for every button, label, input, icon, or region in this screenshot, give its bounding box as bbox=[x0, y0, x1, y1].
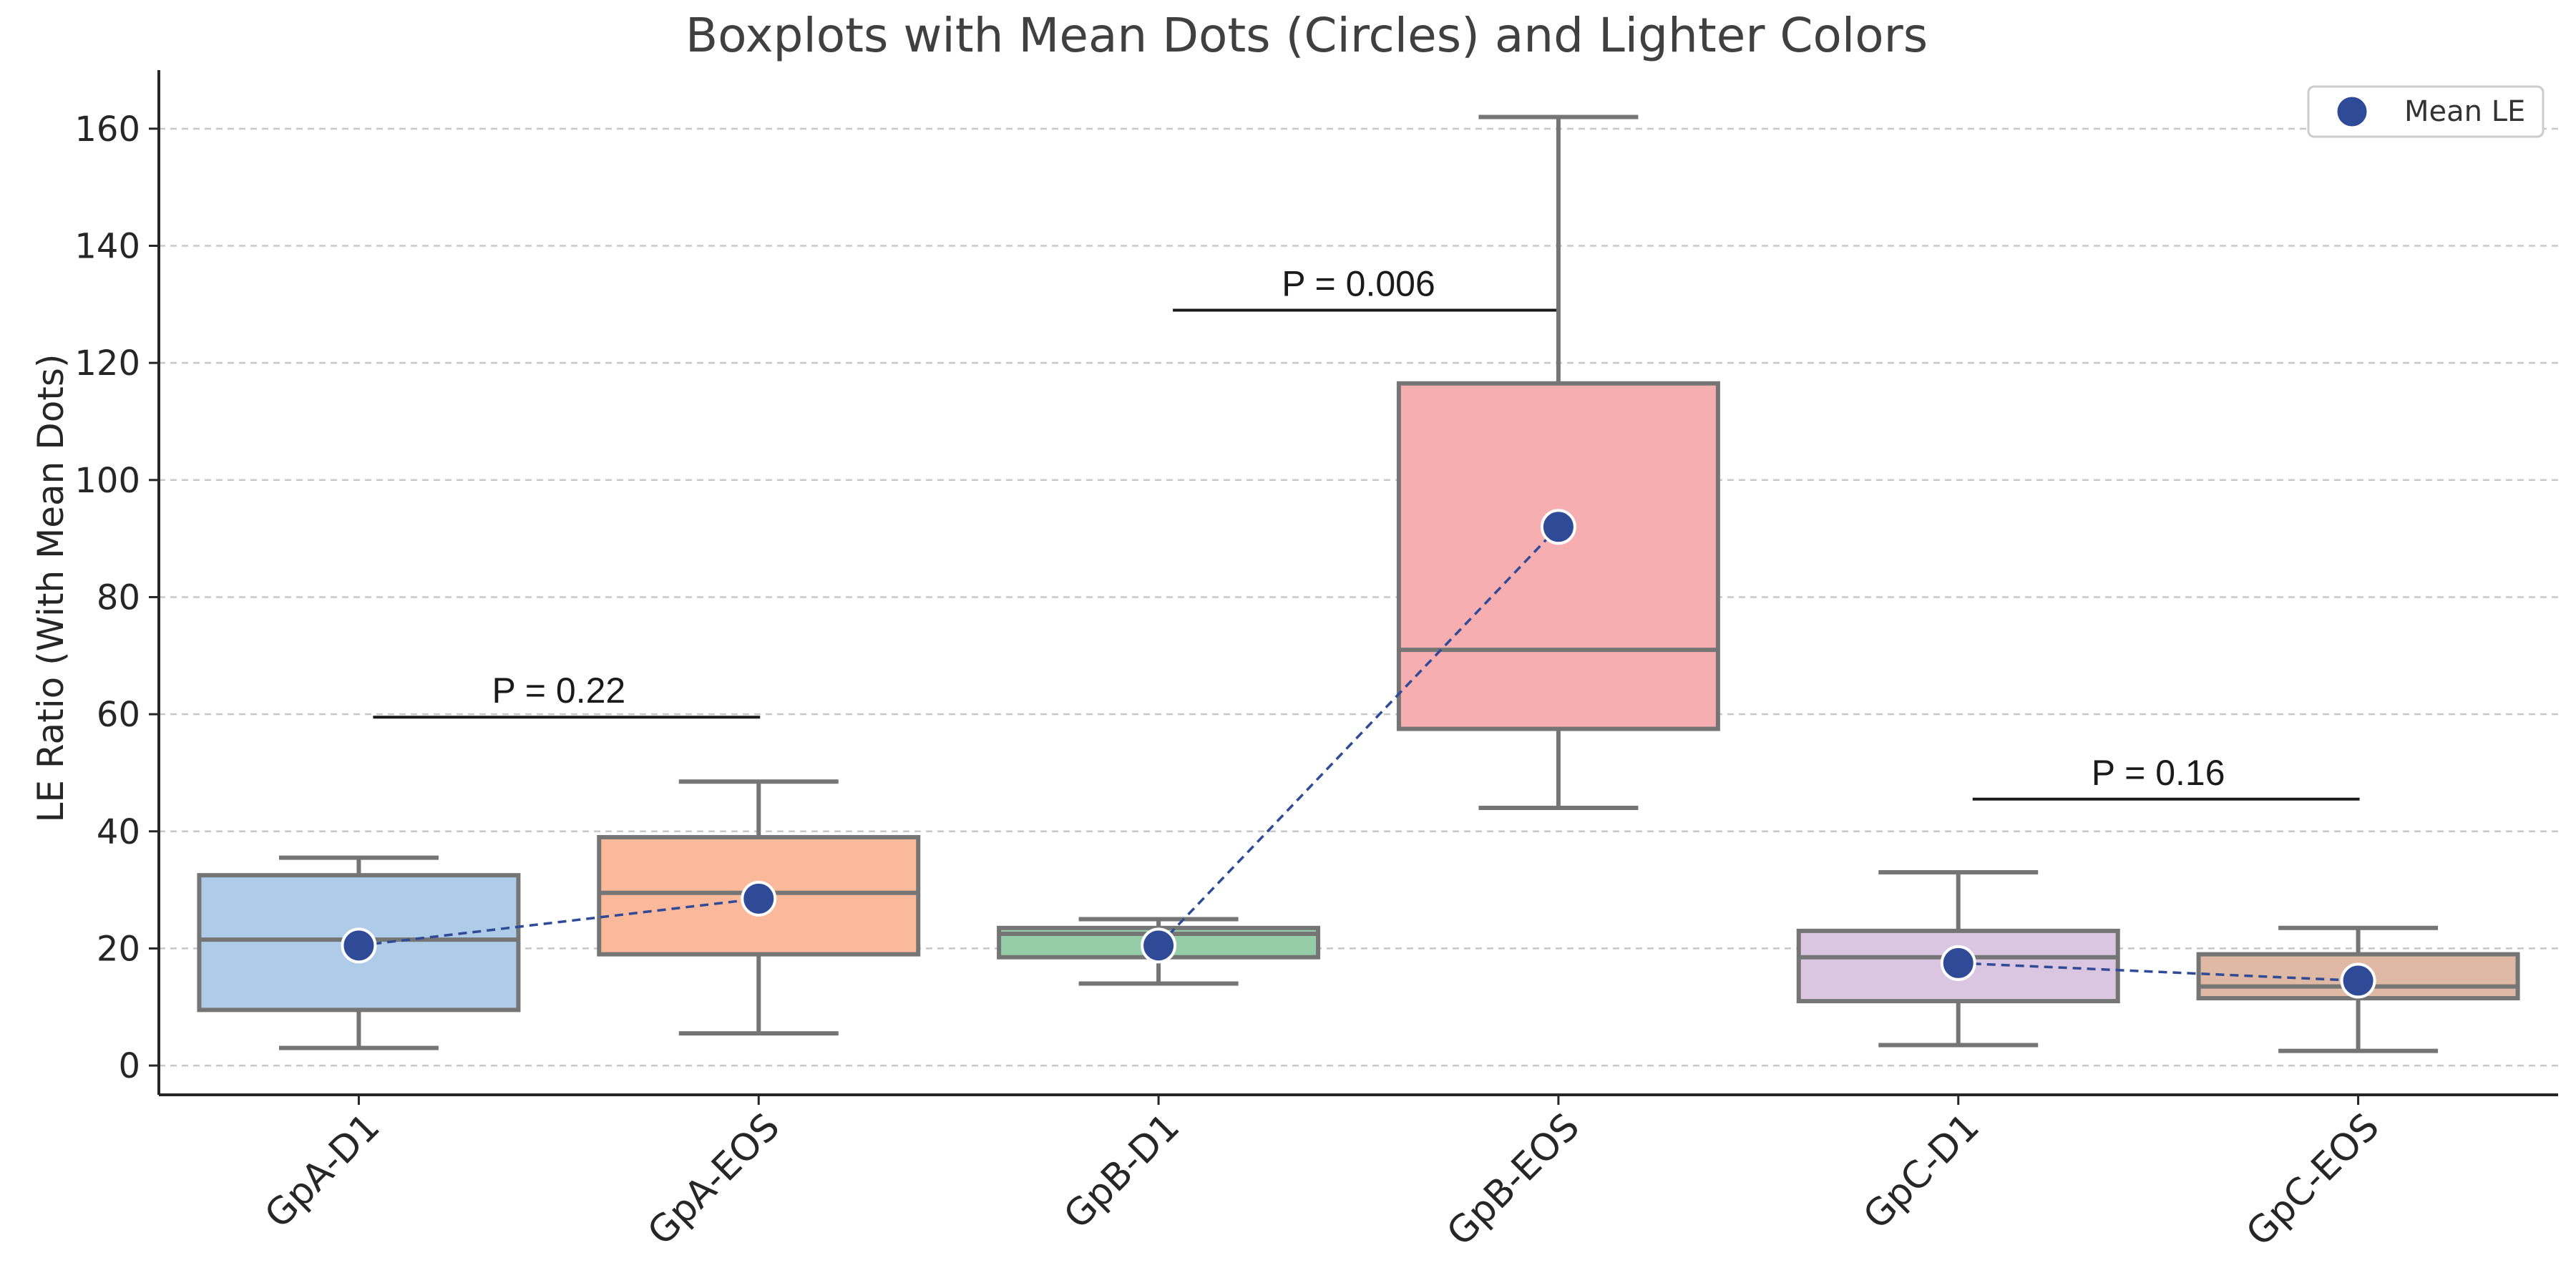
x-tick-label: GpC-EOS bbox=[2238, 1106, 2388, 1255]
y-tick-label: 0 bbox=[118, 1046, 140, 1086]
axes bbox=[157, 70, 2558, 1096]
y-tick-label: 160 bbox=[74, 109, 140, 150]
y-tick-label: 120 bbox=[74, 343, 140, 384]
y-tick-label: 80 bbox=[97, 577, 140, 618]
p-value-annotations: P = 0.22 P = 0.006 P = 0.16 bbox=[373, 263, 2360, 801]
mean-connector-line bbox=[1157, 526, 1560, 947]
x-tick-label: GpC-D1 bbox=[1855, 1106, 1988, 1238]
p-value-label: P = 0.22 bbox=[492, 670, 625, 711]
y-tick-label: 40 bbox=[97, 812, 140, 852]
y-tick-label: 100 bbox=[74, 461, 140, 501]
boxes bbox=[197, 114, 2520, 1053]
legend-label-mean-le: Mean LE bbox=[2404, 95, 2525, 128]
legend-mean-marker bbox=[2335, 94, 2369, 129]
y-tick-label: 20 bbox=[97, 929, 140, 969]
x-tick-label: GpA-EOS bbox=[640, 1106, 788, 1254]
x-tick-label: GpA-D1 bbox=[257, 1106, 389, 1237]
mean-dot-gpa-eos bbox=[741, 880, 777, 917]
p-value-label: P = 0.16 bbox=[2092, 753, 2225, 793]
x-axis-ticks: GpA-D1 GpA-EOS GpB-D1 GpB-EOS GpC-D1 GpC-EOS bbox=[257, 1095, 2388, 1254]
x-tick-label: GpB-D1 bbox=[1056, 1106, 1188, 1237]
legend-frame bbox=[2307, 85, 2545, 138]
box-body bbox=[1396, 381, 1720, 731]
mean-dot-gpc-eos bbox=[2340, 962, 2376, 999]
y-tick-label: 140 bbox=[74, 226, 140, 266]
y-axis-ticks: 0 20 40 60 80 100 120 140 160 bbox=[74, 109, 159, 1086]
mean-dot-gpa-d1 bbox=[341, 927, 377, 964]
x-tick-label: GpB-EOS bbox=[1439, 1106, 1588, 1254]
p-value-label: P = 0.006 bbox=[1282, 263, 1435, 303]
mean-dot-gpb-d1 bbox=[1141, 927, 1177, 964]
mean-dot-gpc-d1 bbox=[1940, 945, 1976, 981]
mean-series bbox=[341, 509, 2376, 999]
y-tick-label: 60 bbox=[97, 695, 140, 735]
mean-connector-line bbox=[1958, 962, 2358, 982]
box-gpb-eos bbox=[1396, 114, 1720, 811]
legend: Mean LE bbox=[2307, 85, 2545, 138]
mean-dot-gpb-eos bbox=[1540, 509, 1576, 545]
y-axis-label: LE Ratio (With Mean Dots) bbox=[30, 354, 72, 823]
chart-title: Boxplots with Mean Dots (Circles) and Li… bbox=[686, 8, 1928, 63]
mean-connector-line bbox=[358, 897, 759, 947]
